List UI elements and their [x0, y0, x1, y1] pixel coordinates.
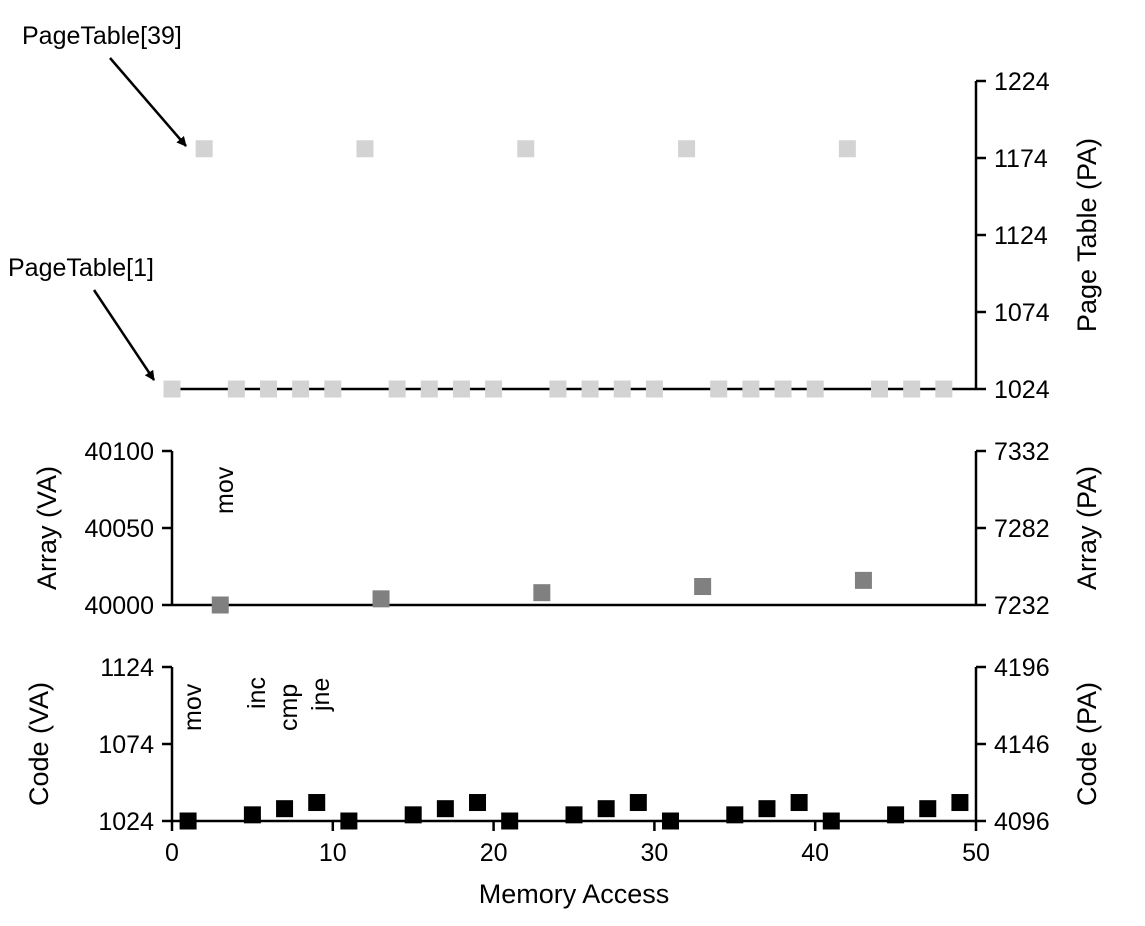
- arrow-pagetable-1: [92, 289, 156, 381]
- x-tick-label: 10: [319, 839, 347, 867]
- page-table-panel: 1024 1074 1124 1174 1224 Page Table (PA) Pag…: [8, 22, 1102, 404]
- data-point: [758, 800, 776, 818]
- data-point: [276, 800, 294, 818]
- data-point: [629, 794, 647, 812]
- code-right-ylabel: Code (PA): [1072, 682, 1102, 806]
- right-y-tick-label: 1124: [994, 222, 1048, 250]
- right-y-tick-label: 1224: [994, 68, 1050, 96]
- data-point: [259, 380, 277, 398]
- data-point: [243, 806, 261, 824]
- x-tick-label: 50: [962, 839, 990, 867]
- data-point: [678, 140, 696, 158]
- data-point: [533, 584, 551, 602]
- data-point: [710, 380, 728, 398]
- data-point: [420, 380, 438, 398]
- data-point: [613, 380, 631, 398]
- right-y-tick-label: 7282: [994, 515, 1050, 543]
- data-point: [694, 578, 712, 596]
- right-y-tick-label: 4196: [994, 654, 1050, 682]
- data-point: [388, 380, 406, 398]
- data-point: [485, 380, 503, 398]
- data-point: [404, 806, 422, 824]
- data-point: [372, 590, 390, 608]
- data-point: [774, 380, 792, 398]
- data-point: [324, 380, 342, 398]
- data-point: [517, 140, 535, 158]
- x-tick-label: 20: [480, 839, 508, 867]
- array-panel: 40000 40050 40100 7232 7282 7332 Array (VA) A…: [32, 438, 1102, 620]
- right-y-tick-label: 1024: [994, 376, 1050, 404]
- annotation-code-cmp: cmp: [275, 684, 303, 731]
- data-point: [854, 571, 872, 589]
- data-point: [227, 380, 245, 398]
- x-tick-label: 0: [165, 839, 179, 867]
- annotation-code-inc: inc: [243, 677, 271, 709]
- data-point: [469, 794, 487, 812]
- data-point: [163, 380, 181, 398]
- data-point: [597, 800, 615, 818]
- page-table-right-ylabel: Page Table (PA): [1072, 138, 1102, 332]
- right-y-tick-label: 7332: [994, 438, 1050, 466]
- data-point: [645, 380, 663, 398]
- left-y-tick-label: 1124: [100, 654, 154, 682]
- data-point: [806, 380, 824, 398]
- x-tick-label: 30: [640, 839, 668, 867]
- data-point: [549, 380, 567, 398]
- data-point: [838, 140, 856, 158]
- data-point: [951, 794, 969, 812]
- data-point: [887, 806, 905, 824]
- data-point: [726, 806, 744, 824]
- data-point: [340, 812, 358, 830]
- data-point: [565, 806, 583, 824]
- code-left-ylabel: Code (VA): [24, 682, 54, 806]
- data-point: [742, 380, 760, 398]
- left-y-tick-label: 1024: [98, 808, 154, 836]
- right-y-tick-label: 4146: [994, 731, 1050, 759]
- data-point: [790, 794, 808, 812]
- left-y-tick-label: 1074: [98, 731, 154, 759]
- annotation-pagetable-1: PageTable[1]: [8, 254, 154, 282]
- data-point: [308, 794, 326, 812]
- data-point: [661, 812, 679, 830]
- data-point: [935, 380, 953, 398]
- data-point: [919, 800, 937, 818]
- right-y-tick-label: 1074: [994, 299, 1050, 327]
- annotation-code-mov: mov: [179, 683, 207, 731]
- data-point: [903, 380, 921, 398]
- annotation-array-mov: mov: [211, 466, 239, 514]
- data-point: [195, 140, 213, 158]
- data-point: [822, 812, 840, 830]
- annotation-pagetable-39: PageTable[39]: [22, 22, 182, 50]
- data-point: [581, 380, 599, 398]
- data-point: [356, 140, 374, 158]
- right-y-tick-label: 4096: [994, 808, 1050, 836]
- arrow-pagetable-39: [109, 57, 187, 147]
- left-y-tick-label: 40050: [84, 515, 154, 543]
- data-point: [501, 812, 519, 830]
- data-point: [211, 596, 229, 614]
- data-point: [179, 812, 197, 830]
- array-right-ylabel: Array (PA): [1072, 466, 1102, 590]
- right-y-tick-label: 1174: [994, 145, 1048, 173]
- annotation-code-jne: jne: [307, 678, 335, 712]
- data-point: [292, 380, 310, 398]
- data-point: [436, 800, 454, 818]
- data-point: [452, 380, 470, 398]
- right-y-tick-label: 7232: [994, 592, 1050, 620]
- data-point: [871, 380, 889, 398]
- left-y-tick-label: 40000: [84, 592, 154, 620]
- array-left-ylabel: Array (VA): [32, 466, 62, 590]
- x-tick-label: 40: [801, 839, 829, 867]
- left-y-tick-label: 40100: [84, 438, 154, 466]
- code-panel: 1024 1074 1124 4096 4146 4196 0 10 20 30 40 50 Cod…: [24, 654, 1102, 909]
- x-axis-label: Memory Access: [479, 879, 670, 909]
